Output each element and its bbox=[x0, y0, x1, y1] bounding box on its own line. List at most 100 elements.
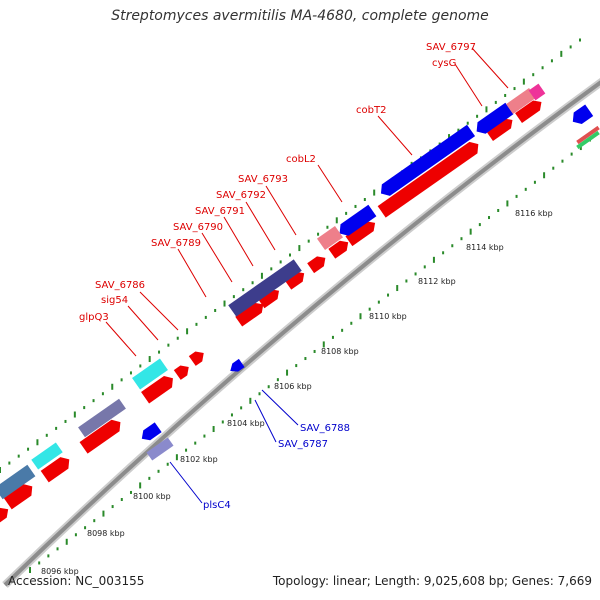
forward-cds-block-2 bbox=[377, 141, 479, 218]
pink-gene-block-body bbox=[316, 225, 344, 251]
gene-label-glpq3[interactable]: glpQ3 bbox=[79, 312, 109, 323]
merged-gene-block-body bbox=[228, 259, 302, 317]
reverse-cds-block-0-shape bbox=[476, 102, 514, 134]
guide-dot bbox=[373, 189, 376, 196]
leader-line-11 bbox=[105, 321, 137, 357]
small-gene-block bbox=[146, 437, 174, 461]
guide-dot bbox=[279, 260, 282, 264]
forward-cds-block-8 bbox=[235, 302, 264, 327]
guide-dot bbox=[36, 439, 39, 446]
forward-cds-block-7 bbox=[257, 289, 280, 309]
guide-dot bbox=[139, 482, 142, 489]
guide-dot bbox=[0, 467, 1, 473]
guide-dot bbox=[494, 100, 497, 104]
guide-dot bbox=[513, 87, 516, 91]
guide-dot bbox=[232, 295, 235, 299]
stack-stripe-2-body bbox=[576, 130, 600, 150]
guide-dot bbox=[363, 198, 366, 202]
guide-dot bbox=[313, 349, 316, 353]
forward-cds-block-11-shape bbox=[141, 375, 173, 404]
gene-label-sav6797[interactable]: SAV_6797 bbox=[426, 42, 476, 53]
guide-dot bbox=[522, 78, 525, 85]
guide-dot bbox=[541, 66, 544, 70]
gene-label-cobl2[interactable]: cobL2 bbox=[286, 154, 316, 165]
gene-label-sav6787[interactable]: SAV_6787 bbox=[278, 439, 328, 450]
forward-cds-block-9-shape bbox=[188, 351, 204, 366]
gene-label-sav6789[interactable]: SAV_6789 bbox=[151, 238, 201, 249]
guide-dot bbox=[17, 454, 20, 458]
guide-dot bbox=[27, 447, 30, 451]
guide-dot bbox=[29, 567, 31, 573]
pink-gene-block-2 bbox=[506, 88, 536, 114]
tick-label: 8100 kbp bbox=[133, 492, 171, 501]
merged-gene-block-2 bbox=[78, 398, 126, 438]
guide-dot bbox=[307, 239, 310, 243]
guide-dot bbox=[524, 187, 527, 191]
guide-dot bbox=[354, 204, 357, 208]
guide-dot bbox=[129, 490, 132, 494]
forward-cds-block-13 bbox=[40, 457, 70, 483]
gene-label-sav6790[interactable]: SAV_6790 bbox=[173, 222, 223, 233]
rna-block-body bbox=[132, 358, 168, 390]
gene-label-sig54[interactable]: sig54 bbox=[101, 295, 128, 306]
leader-line-0 bbox=[471, 47, 509, 89]
guide-dot bbox=[83, 406, 86, 410]
forward-cds-block-14 bbox=[3, 484, 33, 510]
gene-label-sav6793[interactable]: SAV_6793 bbox=[238, 174, 288, 185]
leader-line-3 bbox=[317, 164, 343, 203]
gene-label-sav6791[interactable]: SAV_6791 bbox=[195, 206, 245, 217]
guide-dot bbox=[322, 341, 325, 348]
guide-dot bbox=[423, 265, 426, 269]
gene-label-cobt2[interactable]: cobT2 bbox=[356, 105, 386, 116]
gene-label-plsc4[interactable]: plsC4 bbox=[203, 500, 231, 511]
guide-dot bbox=[267, 385, 270, 389]
gene-label-sav6792[interactable]: SAV_6792 bbox=[216, 190, 266, 201]
guide-dot bbox=[221, 420, 224, 424]
forward-cds-block-15-shape bbox=[0, 507, 9, 526]
merged-gene-block-3 bbox=[0, 464, 36, 500]
stack-stripe-2 bbox=[576, 130, 600, 150]
guide-dot bbox=[84, 526, 87, 530]
forward-cds-block-3 bbox=[345, 221, 376, 247]
gene-label-sav6788[interactable]: SAV_6788 bbox=[300, 423, 350, 434]
leader-line-9 bbox=[139, 291, 179, 331]
forward-cds-block-10-shape bbox=[173, 365, 189, 380]
gene-label-cysg[interactable]: cysG bbox=[432, 58, 456, 69]
forward-cds-block-2-shape bbox=[377, 141, 479, 218]
guide-dot bbox=[223, 300, 226, 307]
guide-dot bbox=[469, 228, 472, 235]
gene-features bbox=[0, 83, 600, 526]
leader-line-10 bbox=[127, 305, 159, 341]
guide-dot bbox=[457, 128, 460, 132]
guide-dot bbox=[120, 378, 123, 382]
guide-dot bbox=[506, 200, 509, 207]
guide-dot bbox=[414, 272, 417, 276]
leader-line-5 bbox=[245, 201, 276, 251]
guide-dot bbox=[258, 392, 261, 396]
guide-dot bbox=[195, 322, 198, 326]
leader-line-8 bbox=[177, 248, 207, 298]
forward-cds-block-8-shape bbox=[235, 302, 264, 327]
forward-cds-block-5 bbox=[307, 256, 326, 274]
guide-dot bbox=[167, 343, 170, 347]
guide-dot bbox=[451, 244, 454, 248]
forward-cds-block-11 bbox=[141, 375, 173, 404]
guide-dot bbox=[120, 498, 123, 502]
guide-dot bbox=[158, 350, 161, 354]
guide-dot bbox=[92, 399, 95, 403]
forward-cds-block-10 bbox=[173, 365, 189, 380]
guide-dot bbox=[64, 419, 67, 423]
gene-label-sav6786[interactable]: SAV_6786 bbox=[95, 280, 145, 291]
guide-dot bbox=[102, 510, 105, 517]
guide-dot bbox=[295, 364, 298, 368]
guide-dot bbox=[286, 369, 289, 376]
reverse-cds-block-2 bbox=[339, 204, 377, 236]
guide-dot bbox=[8, 461, 11, 465]
forward-cds-block-12-shape bbox=[79, 419, 121, 454]
magenta-gene-block bbox=[528, 83, 546, 101]
leader-line-2 bbox=[377, 115, 413, 156]
guide-dot bbox=[38, 561, 41, 565]
guide-dot bbox=[45, 433, 48, 437]
tick-label: 8114 kbp bbox=[466, 243, 504, 252]
guide-dot bbox=[249, 397, 252, 404]
